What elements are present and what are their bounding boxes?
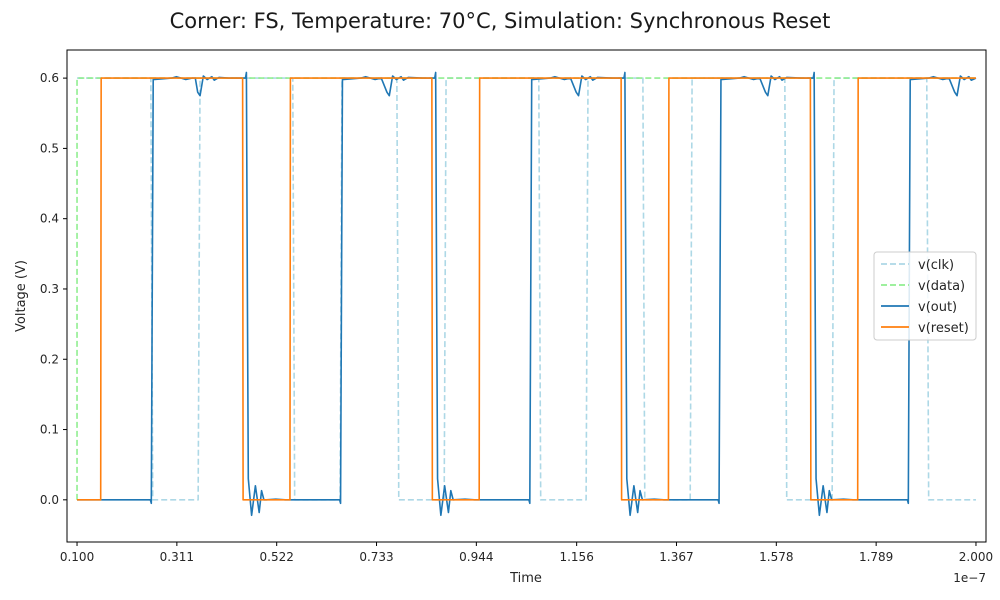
- x-tick-label: 1.367: [659, 550, 693, 564]
- y-tick-label: 0.4: [40, 212, 59, 226]
- y-tick-label: 0.6: [40, 71, 59, 85]
- x-tick-label: 2.000: [959, 550, 993, 564]
- legend-label-v-data: v(data): [918, 279, 965, 294]
- plot-frame: [66, 49, 987, 543]
- legend-label-v-clk: v(clk): [918, 258, 954, 273]
- legend: v(clk) v(data) v(out) v(reset): [873, 251, 977, 341]
- x-tick-label: 0.311: [160, 550, 194, 564]
- x-axis-label: Time: [509, 571, 542, 586]
- legend-box: [873, 251, 977, 341]
- series-line-v-clk: [77, 77, 976, 501]
- y-tick-label: 0.2: [40, 352, 59, 366]
- plot-lines: [76, 71, 977, 517]
- y-tick-label: 0.3: [40, 282, 59, 296]
- series-line-v-data: [76, 77, 976, 500]
- x-offset-label: 1e−7: [953, 571, 986, 585]
- x-axis: 0.100 0.311 0.522 0.733 0.944 1.156 1.367 1.578…: [60, 542, 993, 564]
- series-line-v-out: [77, 71, 977, 517]
- x-tick-label: 0.522: [260, 550, 294, 564]
- y-tick-label: 0.5: [40, 141, 59, 155]
- y-axis: 0.0 0.1 0.2 0.3 0.4 0.5 0.6: [40, 71, 67, 507]
- x-tick-label: 1.156: [559, 550, 593, 564]
- x-tick-label: 1.789: [859, 550, 893, 564]
- y-tick-label: 0.1: [40, 423, 59, 437]
- x-tick-label: 0.733: [359, 550, 393, 564]
- x-tick-label: 0.100: [60, 550, 94, 564]
- legend-label-v-reset: v(reset): [918, 321, 969, 336]
- x-tick-label: 1.578: [759, 550, 793, 564]
- x-tick-label: 0.944: [459, 550, 493, 564]
- y-tick-label: 0.0: [40, 493, 59, 507]
- y-axis-label: Voltage (V): [14, 260, 29, 332]
- series-line-v-reset: [77, 77, 976, 501]
- legend-label-v-out: v(out): [918, 300, 957, 315]
- chart-title: Corner: FS, Temperature: 70°C, Simulatio…: [170, 9, 831, 33]
